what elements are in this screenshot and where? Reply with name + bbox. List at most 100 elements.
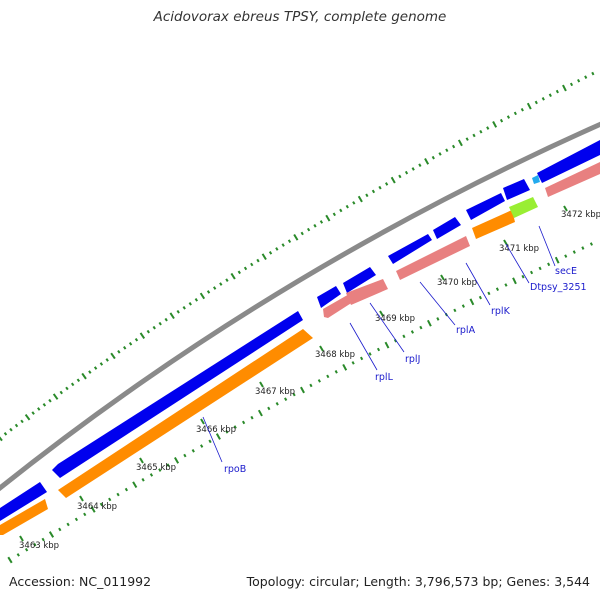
coord-label: 3467 kbp (255, 387, 295, 397)
gc-dot (438, 152, 442, 156)
gc-dot (357, 195, 363, 203)
cds-forward-segment (388, 234, 432, 264)
gc-dot (99, 502, 104, 507)
gc-dot (506, 115, 511, 119)
gc-dot (419, 325, 423, 330)
gc-dot (16, 553, 20, 557)
gene-segment (545, 162, 600, 197)
gc-dot (230, 272, 236, 280)
backbone-line (0, 121, 600, 492)
coord-label: 3470 kbp (437, 278, 477, 288)
gc-dot (158, 321, 162, 326)
gc-dot (183, 453, 187, 458)
gc-dot (215, 433, 221, 440)
gene-label-Dtpsy_3251[interactable]: Dtpsy_3251 (530, 282, 587, 293)
gc-dot (334, 370, 338, 374)
gc-dot (37, 407, 41, 411)
gc-dot (281, 243, 285, 247)
gc-dot (351, 361, 355, 365)
gc-dot (541, 97, 545, 101)
gc-dot (538, 266, 542, 271)
gc-dot (158, 468, 162, 472)
gc-dot (14, 423, 19, 428)
gc-dot (225, 278, 229, 282)
gene-segment (323, 293, 356, 318)
gc-dot (584, 75, 588, 79)
coord-label: 3465 kbp (136, 463, 176, 473)
gc-dot (457, 139, 463, 147)
gc-dot (268, 251, 273, 255)
kbp-tick (319, 345, 324, 352)
gc-dot (376, 347, 381, 352)
gc-dot (52, 393, 59, 400)
gc-dot (208, 439, 212, 444)
gc-dot (261, 253, 267, 261)
gc-dot (451, 144, 456, 149)
gc-dot (526, 102, 532, 110)
gc-dot (306, 227, 311, 232)
gc-dot (250, 415, 254, 420)
coord-label: 3469 kbp (375, 314, 415, 324)
cds-forward-segment (466, 193, 505, 220)
gc-dot (520, 107, 524, 112)
gc-dot (93, 366, 98, 370)
coord-label: 3471 kbp (499, 244, 539, 254)
kbp-ticks (19, 205, 568, 542)
leader-line (202, 416, 223, 463)
gc-dot (176, 309, 180, 314)
gc-dot (24, 413, 31, 421)
coord-label: 3464 kbp (77, 502, 117, 512)
gc-dot (182, 305, 186, 310)
gc-dot (194, 298, 199, 302)
gc-dot (581, 246, 585, 250)
gc-dot (164, 317, 168, 322)
gc-dot (70, 382, 75, 387)
gene-segment (396, 236, 470, 280)
gc-dot (48, 531, 55, 538)
feature-tracks (0, 121, 600, 535)
gc-dot (342, 363, 348, 371)
gc-dot (81, 372, 87, 380)
gc-dot (445, 148, 449, 153)
gc-dot (426, 319, 432, 327)
gc-dot (152, 325, 156, 330)
gc-dot (371, 189, 376, 194)
leader-line (419, 281, 456, 326)
gene-label-rplK[interactable]: rplK (491, 306, 511, 317)
gc-dot (88, 370, 92, 374)
cds-forward-segment (537, 140, 600, 183)
gc-dot (393, 338, 398, 343)
gene-label-rplL[interactable]: rplL (375, 372, 394, 383)
gc-dot (275, 401, 279, 406)
gc-dot (225, 430, 229, 434)
gc-dot (572, 250, 576, 254)
gc-dot (384, 341, 390, 349)
gene-label-rplJ[interactable]: rplJ (405, 354, 420, 365)
gc-dot (33, 542, 37, 547)
gc-dot (65, 386, 69, 391)
leader-line (349, 322, 378, 371)
gene-label-rpoB[interactable]: rpoB (224, 464, 246, 475)
cds-forward-segment (343, 267, 376, 293)
gc-dot (378, 185, 382, 190)
gc-dot (534, 100, 538, 105)
gc-dot (191, 449, 195, 453)
leader-line (369, 302, 405, 353)
gc-dot (554, 256, 560, 264)
gc-dot (390, 176, 396, 184)
gc-dot (59, 390, 63, 395)
gene-label-rplA[interactable]: rplA (456, 325, 476, 336)
gc-dot (24, 547, 29, 552)
gene-label-secE[interactable]: secE (555, 266, 577, 277)
gc-dot (243, 266, 248, 271)
gc-dot (589, 242, 593, 246)
gc-dot (0, 436, 3, 442)
gc-dot (453, 308, 457, 313)
gc-dot (123, 345, 127, 350)
gc-dot (325, 214, 331, 222)
gc-dot (110, 352, 116, 360)
cds-forward-segment (0, 482, 47, 521)
gc-dot (487, 291, 491, 296)
gc-dot (199, 292, 206, 300)
gc-dot (58, 527, 62, 532)
